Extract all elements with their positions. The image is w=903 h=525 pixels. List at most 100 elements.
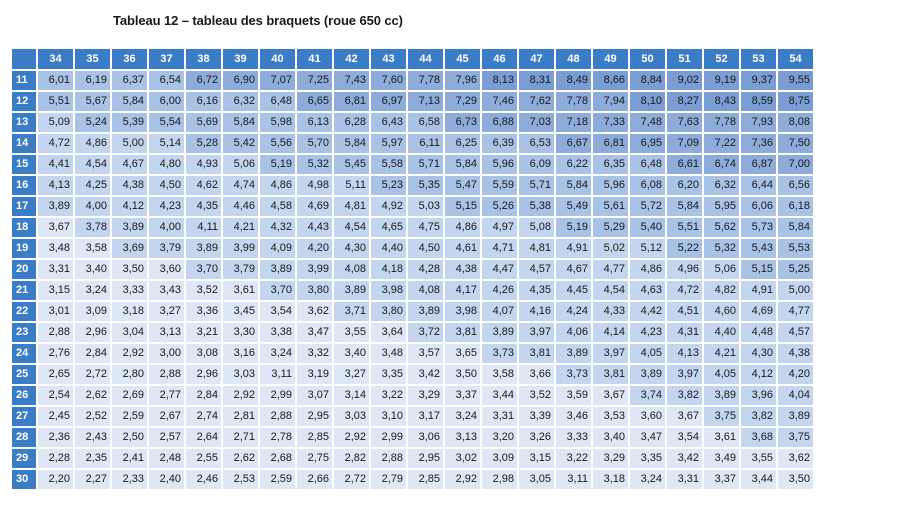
ratio-cell: 2,99	[371, 428, 406, 447]
ratio-cell: 4,93	[186, 155, 221, 174]
ratio-cell: 4,13	[38, 176, 73, 195]
ratio-cell: 5,29	[593, 218, 628, 237]
ratio-cell: 7,63	[667, 113, 702, 132]
ratio-cell: 6,18	[778, 197, 813, 216]
ratio-cell: 2,92	[112, 344, 147, 363]
ratio-cell: 3,89	[704, 386, 739, 405]
ratio-cell: 5,45	[334, 155, 369, 174]
ratio-cell: 2,50	[112, 428, 147, 447]
ratio-cell: 5,84	[112, 92, 147, 111]
ratio-cell: 3,67	[593, 386, 628, 405]
ratio-cell: 3,06	[408, 428, 443, 447]
ratio-cell: 3,37	[704, 470, 739, 489]
ratio-cell: 4,21	[704, 344, 739, 363]
ratio-cell: 4,69	[297, 197, 332, 216]
ratio-cell: 6,97	[371, 92, 406, 111]
column-header: 40	[260, 49, 295, 69]
ratio-cell: 5,00	[112, 134, 147, 153]
ratio-cell: 2,62	[75, 386, 110, 405]
ratio-cell: 7,00	[778, 155, 813, 174]
ratio-cell: 3,33	[112, 281, 147, 300]
column-header: 34	[38, 49, 73, 69]
ratio-cell: 2,71	[223, 428, 258, 447]
ratio-cell: 4,61	[445, 239, 480, 258]
ratio-cell: 5,25	[778, 260, 813, 279]
ratio-cell: 5,03	[408, 197, 443, 216]
ratio-cell: 2,78	[260, 428, 295, 447]
ratio-cell: 6,74	[704, 155, 739, 174]
row-header: 14	[12, 134, 36, 153]
ratio-cell: 5,51	[38, 92, 73, 111]
ratio-cell: 7,33	[593, 113, 628, 132]
ratio-cell: 3,46	[556, 407, 591, 426]
table-title: Tableau 12 – tableau des braquets (roue …	[113, 13, 403, 28]
ratio-cell: 5,32	[704, 239, 739, 258]
ratio-cell: 2,96	[75, 323, 110, 342]
ratio-cell: 3,68	[741, 428, 776, 447]
ratio-cell: 2,81	[223, 407, 258, 426]
ratio-cell: 3,10	[371, 407, 406, 426]
ratio-cell: 7,36	[741, 134, 776, 153]
table-row: 30 2,20 2,27 2,33 2,40 2,46 2,53 2,59 2,66 2,72 2,…	[12, 470, 813, 489]
ratio-cell: 9,55	[778, 71, 813, 90]
row-header: 25	[12, 365, 36, 384]
ratio-cell: 5,08	[519, 218, 554, 237]
ratio-cell: 3,80	[371, 302, 406, 321]
ratio-cell: 3,89	[112, 218, 147, 237]
ratio-cell: 3,58	[482, 365, 517, 384]
ratio-cell: 3,61	[223, 281, 258, 300]
ratio-cell: 4,06	[556, 323, 591, 342]
ratio-cell: 5,95	[704, 197, 739, 216]
ratio-cell: 7,62	[519, 92, 554, 111]
ratio-cell: 4,07	[482, 302, 517, 321]
row-header: 23	[12, 323, 36, 342]
ratio-cell: 7,48	[630, 113, 665, 132]
ratio-cell: 6,25	[445, 134, 480, 153]
ratio-cell: 2,52	[75, 407, 110, 426]
column-header: 41	[297, 49, 332, 69]
ratio-cell: 5,42	[223, 134, 258, 153]
row-header: 18	[12, 218, 36, 237]
ratio-cell: 5,61	[593, 197, 628, 216]
ratio-cell: 2,48	[149, 449, 184, 468]
ratio-cell: 3,73	[482, 344, 517, 363]
ratio-cell: 6,53	[519, 134, 554, 153]
ratio-cell: 4,24	[556, 302, 591, 321]
header-row: 34 35 36 37 38 39 40 41 42 43 44 45 46 47 48 49 50 51 52 53…	[12, 49, 813, 69]
ratio-cell: 4,08	[408, 281, 443, 300]
ratio-cell: 3,36	[186, 302, 221, 321]
table-body: 11 6,01 6,19 6,37 6,54 6,72 6,90 7,07 7,25 7,43 7,…	[12, 71, 813, 489]
ratio-cell: 4,57	[519, 260, 554, 279]
ratio-cell: 4,82	[704, 281, 739, 300]
ratio-cell: 8,10	[630, 92, 665, 111]
ratio-cell: 4,91	[556, 239, 591, 258]
row-header: 27	[12, 407, 36, 426]
ratio-cell: 2,77	[149, 386, 184, 405]
ratio-cell: 4,69	[741, 302, 776, 321]
ratio-cell: 3,82	[667, 386, 702, 405]
ratio-cell: 3,15	[519, 449, 554, 468]
ratio-cell: 2,68	[260, 449, 295, 468]
ratio-cell: 4,51	[667, 302, 702, 321]
ratio-cell: 2,53	[223, 470, 258, 489]
ratio-cell: 2,76	[38, 344, 73, 363]
ratio-cell: 4,63	[630, 281, 665, 300]
ratio-cell: 7,09	[667, 134, 702, 153]
ratio-cell: 4,26	[482, 281, 517, 300]
ratio-cell: 4,86	[75, 134, 110, 153]
ratio-cell: 5,70	[297, 134, 332, 153]
ratio-cell: 3,55	[741, 449, 776, 468]
ratio-cell: 5,02	[593, 239, 628, 258]
ratio-cell: 4,72	[38, 134, 73, 153]
ratio-cell: 5,35	[408, 176, 443, 195]
ratio-cell: 4,74	[223, 176, 258, 195]
ratio-cell: 3,04	[112, 323, 147, 342]
ratio-cell: 5,26	[482, 197, 517, 216]
ratio-cell: 6,22	[556, 155, 591, 174]
ratio-cell: 4,72	[667, 281, 702, 300]
ratio-cell: 4,77	[778, 302, 813, 321]
column-header: 44	[408, 49, 443, 69]
ratio-cell: 5,51	[667, 218, 702, 237]
ratio-cell: 2,88	[260, 407, 295, 426]
ratio-cell: 3,16	[223, 344, 258, 363]
